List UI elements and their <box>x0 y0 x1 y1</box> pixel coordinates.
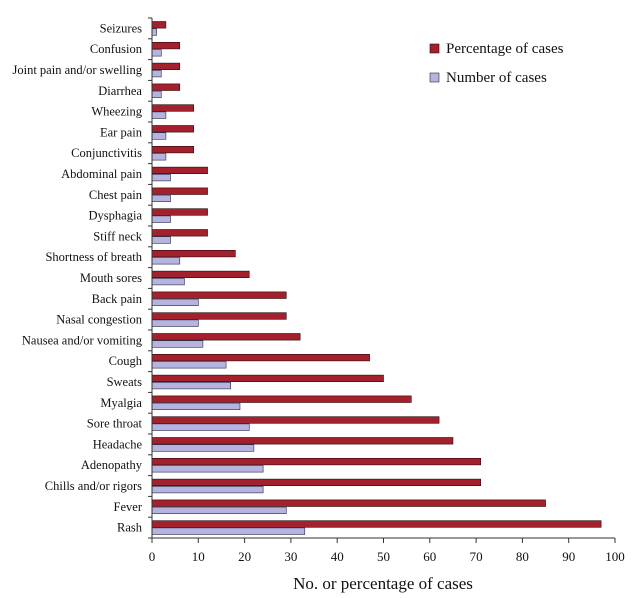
bar-number <box>151 485 264 494</box>
x-tick-label: 30 <box>284 549 297 564</box>
bar-number <box>151 28 157 36</box>
bar-number <box>151 215 171 223</box>
category-label: Diarrhea <box>98 84 142 98</box>
legend-swatch <box>429 43 440 54</box>
category-label: Fever <box>114 500 143 514</box>
category-label: Myalgia <box>100 396 142 410</box>
bar-number <box>151 381 232 390</box>
bar-percentage <box>151 146 194 154</box>
category-labels: Seizures Confusion Joint pain and/or swell… <box>13 21 143 534</box>
bar-number <box>151 49 162 57</box>
bar-number <box>151 153 167 161</box>
bar-percentage <box>151 208 208 216</box>
bar-percentage <box>151 395 412 403</box>
category-label: Rash <box>117 521 143 535</box>
bar-number <box>151 444 255 452</box>
bar-percentage <box>151 62 181 70</box>
category-label: Ear pain <box>100 125 143 139</box>
bar-percentage <box>151 270 250 279</box>
x-tick-label: 40 <box>331 549 344 564</box>
bar-percentage <box>151 250 236 258</box>
bar-number <box>151 340 204 348</box>
plot-area <box>151 21 602 535</box>
bar-percentage <box>151 333 301 341</box>
bar-number <box>151 423 250 431</box>
x-tick-label: 20 <box>238 549 251 564</box>
bar-number <box>151 236 171 244</box>
bar-number <box>151 277 185 286</box>
bar-number <box>151 319 199 327</box>
x-tick-label: 50 <box>377 549 390 564</box>
category-label: Adenopathy <box>81 458 143 472</box>
bar-number <box>151 111 167 119</box>
category-label: Headache <box>93 437 143 451</box>
category-label: Nausea and/or vomiting <box>22 333 143 347</box>
bar-percentage <box>151 187 208 195</box>
category-label: Sweats <box>107 375 143 389</box>
category-label: Mouth sores <box>80 271 142 285</box>
category-label: Stiff neck <box>93 229 142 243</box>
bar-percentage <box>151 457 482 466</box>
axes <box>148 17 616 543</box>
x-tick-label: 60 <box>423 549 436 564</box>
category-label: Sore throat <box>87 417 143 431</box>
bar-percentage <box>151 499 546 507</box>
category-label: Cough <box>109 354 143 368</box>
bar-percentage <box>151 125 194 133</box>
category-label: Conjunctivitis <box>71 146 142 160</box>
legend-label: Number of cases <box>446 70 547 86</box>
bar-number <box>151 465 264 473</box>
bar-number <box>151 90 162 98</box>
bar-number <box>151 298 199 307</box>
category-label: Joint pain and/or swelling <box>13 63 143 77</box>
x-tick-label: 70 <box>470 549 483 564</box>
x-tick-label: 80 <box>516 549 529 564</box>
category-label: Shortness of breath <box>45 250 142 264</box>
bar-percentage <box>151 416 440 424</box>
bar-percentage <box>151 437 454 445</box>
bar-number <box>151 361 227 369</box>
category-label: Chills and/or rigors <box>45 479 142 493</box>
x-tick-label: 0 <box>149 549 156 564</box>
category-label: Confusion <box>90 42 143 56</box>
x-tick-label: 10 <box>192 549 205 564</box>
category-label: Nasal congestion <box>56 313 142 327</box>
x-tick-label: 100 <box>605 549 625 564</box>
bar-percentage <box>151 104 194 112</box>
bar-percentage <box>151 229 208 237</box>
category-label: Abdominal pain <box>61 167 143 181</box>
bar-number <box>151 70 162 78</box>
legend-label: Percentage of cases <box>446 41 564 57</box>
bar-percentage <box>151 312 287 320</box>
bar-number <box>151 132 167 140</box>
bar-number <box>151 527 306 535</box>
bar-percentage <box>151 83 181 91</box>
x-axis-title: No. or percentage of cases <box>293 574 473 593</box>
bar-number <box>151 174 171 182</box>
bar-number <box>151 257 181 265</box>
bar-percentage <box>151 478 482 487</box>
bar-percentage <box>151 374 384 383</box>
bar-number <box>151 506 287 515</box>
category-label: Wheezing <box>91 105 142 119</box>
x-tick-labels: 0 10 20 30 40 50 60 70 80 90 100 <box>149 549 625 564</box>
category-label: Back pain <box>92 292 143 306</box>
category-label: Dysphagia <box>89 209 143 223</box>
bar-percentage <box>151 166 208 175</box>
bar-number <box>151 402 241 411</box>
legend-swatch <box>429 72 440 83</box>
legend: Percentage of cases Number of cases <box>429 41 564 86</box>
x-tick-label: 90 <box>562 549 575 564</box>
category-label: Chest pain <box>89 188 143 202</box>
bar-percentage <box>151 21 167 29</box>
bar-number <box>151 194 171 203</box>
bar-percentage <box>151 291 287 299</box>
bar-percentage <box>151 353 370 362</box>
bar-percentage <box>151 520 602 528</box>
bar-percentage <box>151 41 181 50</box>
category-label: Seizures <box>100 21 142 35</box>
